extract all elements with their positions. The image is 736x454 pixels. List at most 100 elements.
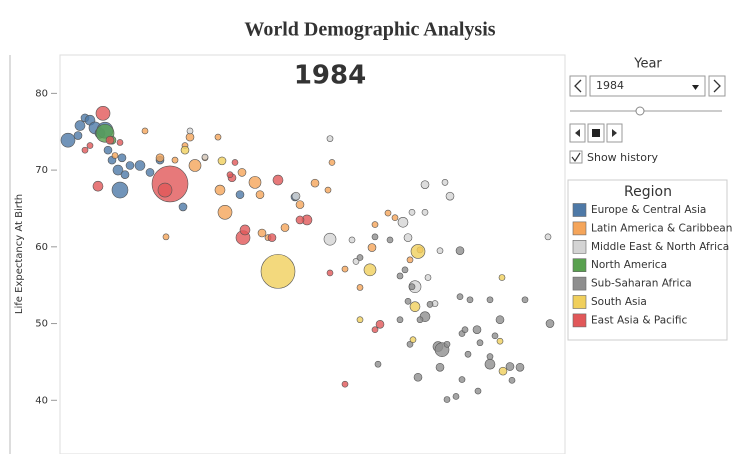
bubble xyxy=(410,244,426,259)
bubble xyxy=(486,353,494,360)
bubble xyxy=(404,297,412,305)
bubble xyxy=(464,350,472,358)
bubble xyxy=(401,266,409,274)
bubble xyxy=(371,233,379,241)
bubble xyxy=(521,296,529,304)
bubble xyxy=(267,233,277,242)
bubble xyxy=(323,232,337,246)
bubble xyxy=(95,106,111,121)
bubble xyxy=(231,159,239,166)
bubble xyxy=(496,337,504,345)
bubble xyxy=(384,209,392,217)
bubble xyxy=(391,214,399,221)
bubble xyxy=(472,325,482,334)
bubble xyxy=(111,152,119,159)
bubble xyxy=(255,190,265,199)
bubble xyxy=(280,223,290,232)
bubble xyxy=(272,174,284,186)
bubble xyxy=(508,377,516,384)
bubble xyxy=(443,340,451,348)
bubble xyxy=(185,132,195,142)
bubble xyxy=(452,393,460,400)
y-tick-label: 60 xyxy=(35,242,48,253)
bubble xyxy=(424,274,432,281)
checkmark xyxy=(571,152,581,163)
bubble xyxy=(180,145,190,155)
step-forward-icon xyxy=(612,129,617,137)
bubble xyxy=(461,326,469,334)
dashboard-title: World Demographic Analysis xyxy=(244,19,495,41)
bubble xyxy=(375,320,385,329)
bubble xyxy=(134,160,146,171)
legend-swatch xyxy=(572,221,587,236)
bubble xyxy=(484,358,496,370)
bubble xyxy=(111,181,129,199)
bubble xyxy=(544,233,552,241)
bubble xyxy=(239,224,251,236)
legend-label: East Asia & Pacific xyxy=(591,314,687,326)
bubble xyxy=(291,191,301,201)
bubble xyxy=(235,190,245,199)
legend-title: Region xyxy=(624,184,672,200)
bubble xyxy=(81,146,89,154)
bubble xyxy=(356,284,364,291)
bubble xyxy=(495,315,505,325)
bubble xyxy=(408,208,416,216)
bubble xyxy=(374,360,382,368)
legend-label: North America xyxy=(591,259,667,271)
bubble xyxy=(456,293,464,301)
bubble xyxy=(201,153,209,161)
bubble xyxy=(371,326,379,334)
bubble xyxy=(112,164,124,176)
bubble xyxy=(178,202,188,212)
bubble xyxy=(155,153,165,163)
legend-label: Europe & Central Asia xyxy=(591,204,706,216)
bubble xyxy=(328,159,336,166)
bubble xyxy=(116,139,124,146)
bubble xyxy=(476,339,484,347)
bubble xyxy=(356,316,364,324)
bubble xyxy=(60,132,76,148)
bubble xyxy=(86,142,94,149)
bubble xyxy=(406,256,414,264)
bubble xyxy=(443,396,451,403)
bubble xyxy=(341,380,349,388)
bubble xyxy=(145,168,155,177)
bubble xyxy=(413,372,423,382)
step-back-icon xyxy=(575,129,580,137)
bubble xyxy=(73,131,83,140)
next-year-button[interactable] xyxy=(708,75,726,97)
year-slider-knob[interactable] xyxy=(635,106,645,116)
legend-swatch xyxy=(572,258,587,273)
bubble xyxy=(92,180,104,192)
bubble xyxy=(237,168,247,177)
bubble xyxy=(217,156,227,166)
prev-year-button[interactable] xyxy=(569,75,587,97)
bubble xyxy=(326,269,334,277)
legend-swatch xyxy=(572,240,587,254)
bubble xyxy=(117,153,127,163)
bubble xyxy=(397,216,409,228)
bubble xyxy=(416,316,424,324)
bubble xyxy=(498,274,506,281)
legend-box xyxy=(567,179,728,341)
bubble xyxy=(186,127,194,135)
legend-label: Latin America & Caribbean xyxy=(591,222,732,234)
bubble xyxy=(141,127,149,135)
bubble xyxy=(188,159,202,172)
bubble xyxy=(348,236,356,244)
bubble xyxy=(396,272,404,280)
show-history-checkbox[interactable] xyxy=(569,150,583,164)
bubble xyxy=(260,254,296,289)
year-dropdown[interactable] xyxy=(589,75,706,97)
bubble xyxy=(74,120,86,131)
year-dropdown-value: 1984 xyxy=(596,79,624,92)
year-watermark: 1984 xyxy=(294,61,366,91)
bubble xyxy=(426,301,434,308)
bubble xyxy=(486,296,494,304)
bubble xyxy=(435,363,445,372)
legend-label: Sub-Saharan Africa xyxy=(591,278,692,290)
bubble xyxy=(371,221,379,228)
marks xyxy=(60,106,555,403)
